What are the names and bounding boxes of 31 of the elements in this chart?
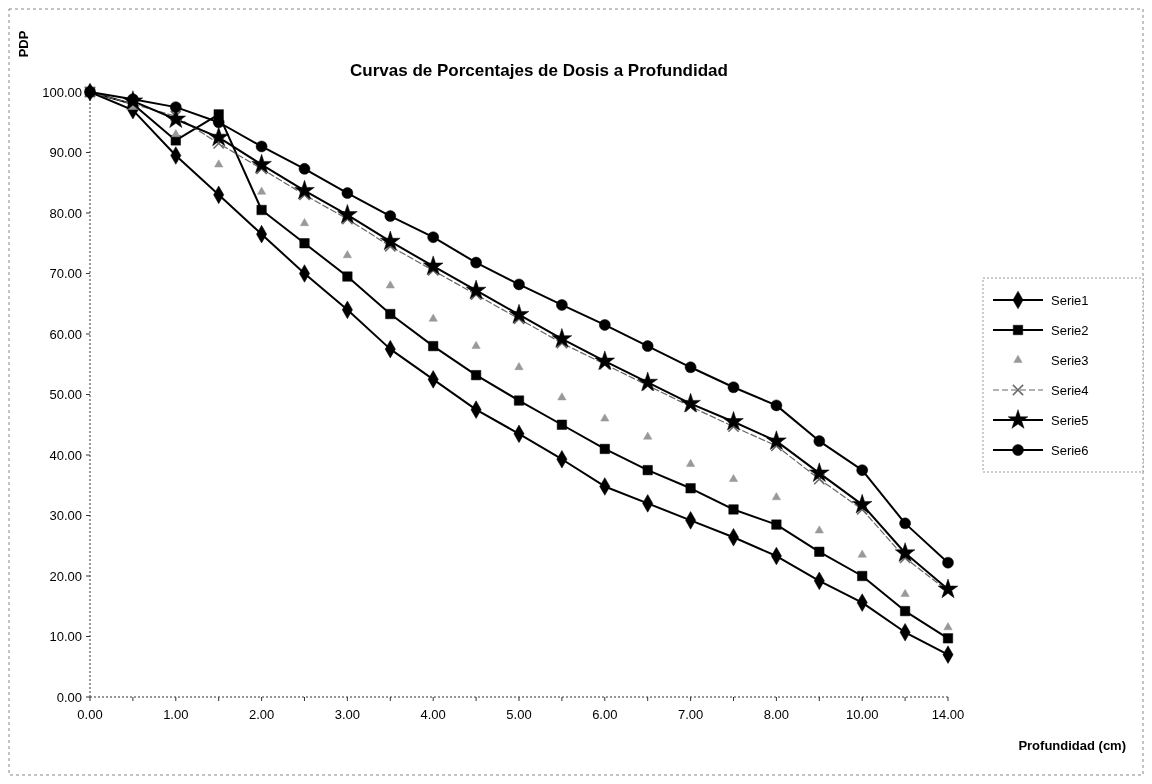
y-tick-label: 70.00 bbox=[49, 266, 82, 282]
legend-label: Serie5 bbox=[1051, 412, 1089, 428]
y-tick-label: 30.00 bbox=[49, 508, 82, 524]
y-tick-label: 40.00 bbox=[49, 447, 82, 463]
y-tick-label: 60.00 bbox=[49, 326, 82, 342]
y-tick-label: 0.00 bbox=[56, 689, 82, 705]
y-tick-label: 80.00 bbox=[49, 205, 82, 221]
x-tick-label: 0.00 bbox=[77, 707, 103, 722]
x-tick-label: 4.00 bbox=[420, 707, 446, 722]
y-tick-label: 100.00 bbox=[42, 84, 82, 100]
x-tick-label: 8.00 bbox=[763, 707, 790, 722]
x-tick-label: 14.00 bbox=[931, 707, 965, 722]
y-tick-label: 10.00 bbox=[49, 629, 82, 645]
x-axis-title: Profundidad (cm) bbox=[1018, 738, 1126, 753]
y-axis-title: PDP bbox=[16, 30, 31, 58]
x-tick-label: 3.00 bbox=[334, 707, 361, 722]
legend-label: Serie3 bbox=[1051, 352, 1089, 368]
x-tick-label: 7.00 bbox=[677, 707, 704, 722]
y-tick-label: 50.00 bbox=[49, 387, 82, 403]
legend-label: Serie2 bbox=[1051, 322, 1089, 338]
y-tick-label: 90.00 bbox=[49, 145, 82, 161]
legend-label: Serie4 bbox=[1051, 382, 1089, 398]
y-tick-label: 20.00 bbox=[49, 568, 82, 584]
legend-label: Serie6 bbox=[1051, 442, 1089, 458]
x-tick-label: 2.00 bbox=[248, 707, 275, 722]
x-tick-label: 1.00 bbox=[163, 707, 189, 722]
legend-label: Serie1 bbox=[1051, 292, 1089, 308]
x-tick-label: 10.00 bbox=[845, 707, 879, 722]
chart-title: Curvas de Porcentajes de Dosis a Profundidad bbox=[350, 61, 728, 80]
x-tick-label: 5.00 bbox=[506, 707, 532, 722]
x-tick-label: 6.00 bbox=[592, 707, 618, 722]
